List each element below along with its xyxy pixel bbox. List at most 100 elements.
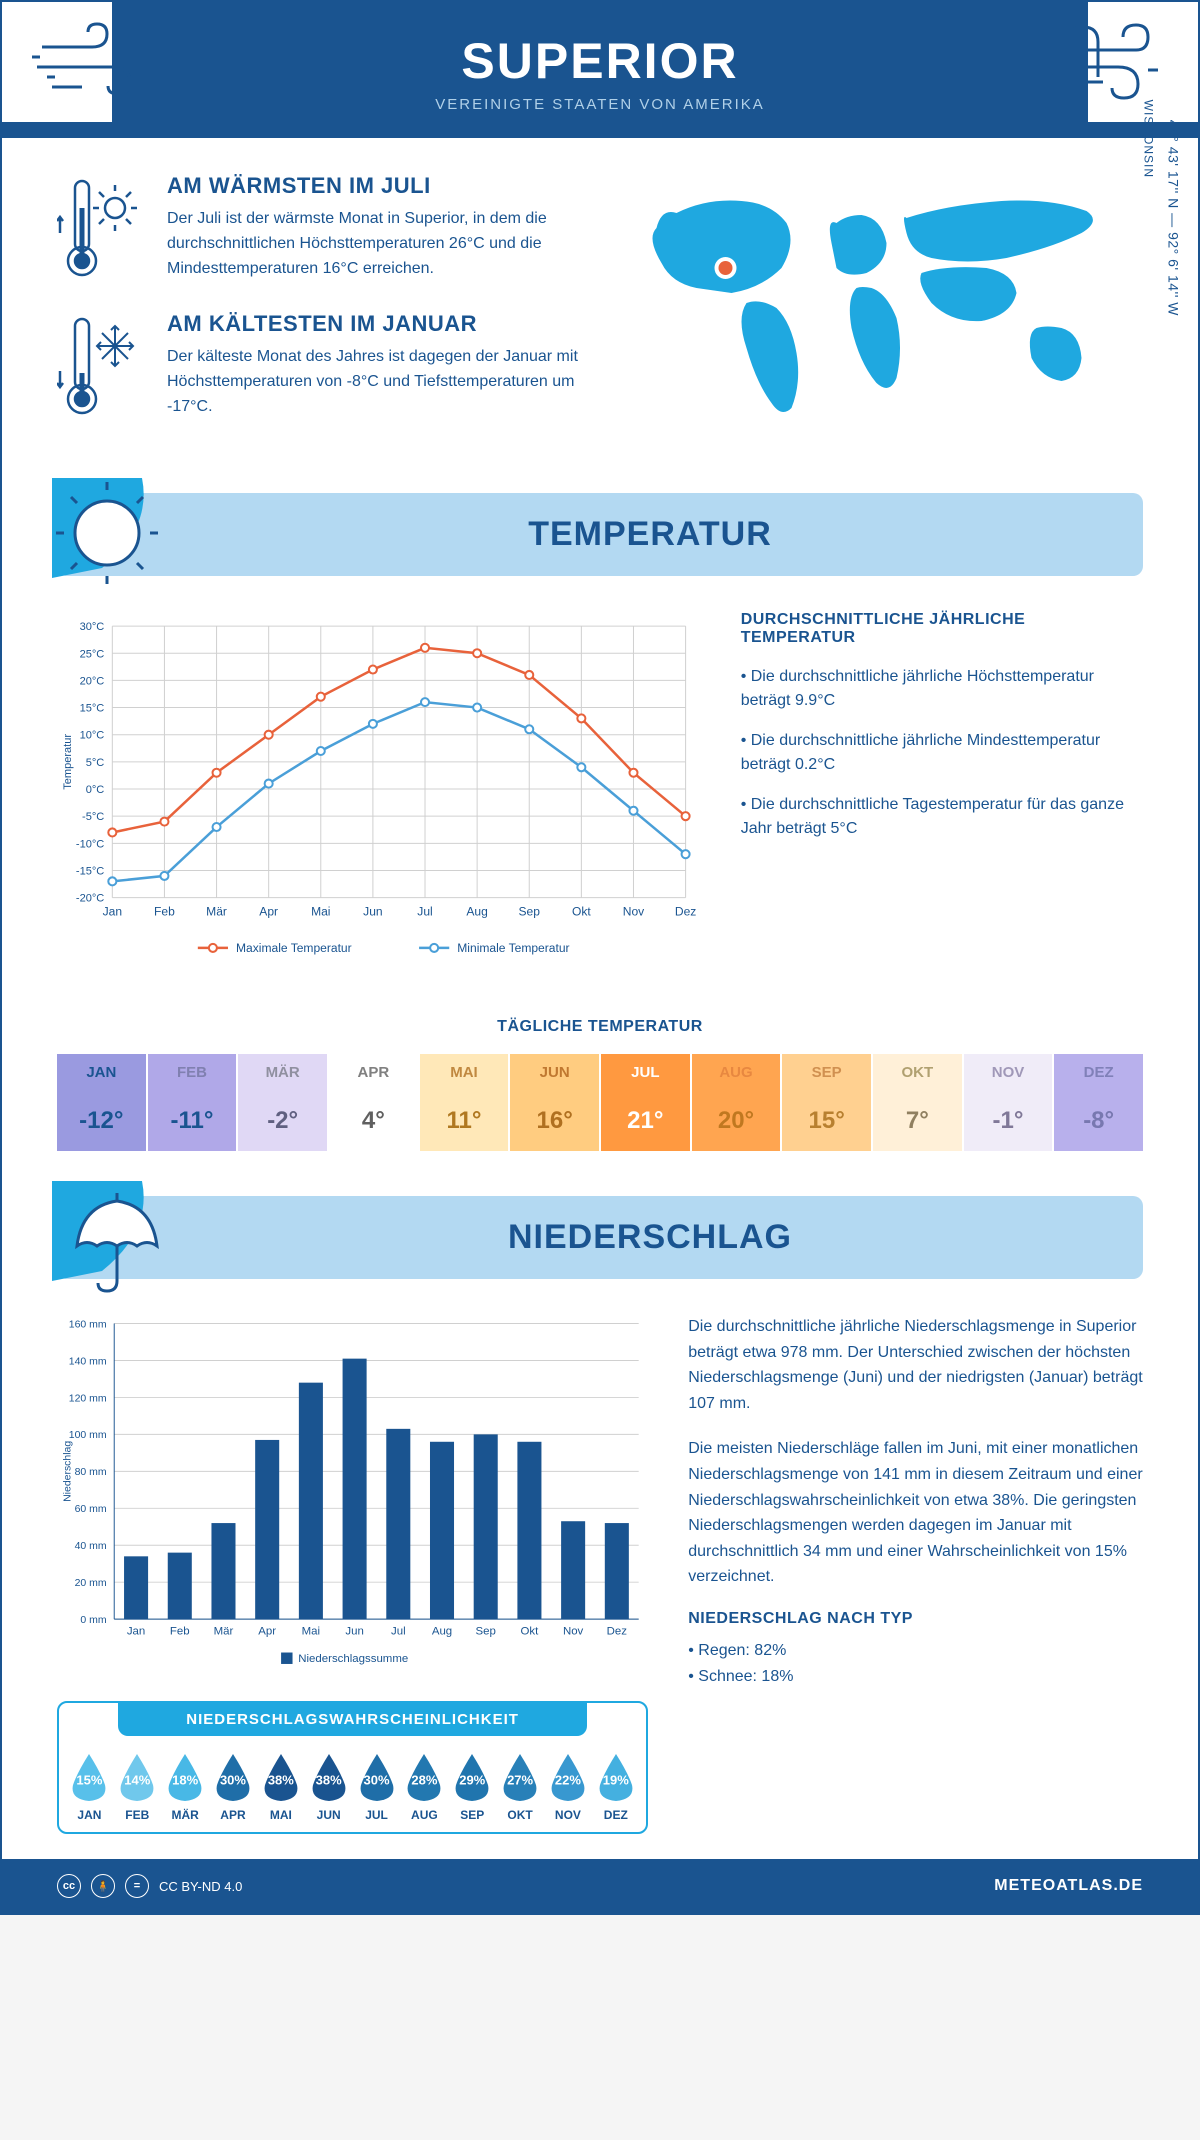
probability-cell: 29%SEP (450, 1751, 495, 1822)
svg-text:Maximale Temperatur: Maximale Temperatur (236, 941, 352, 955)
probability-cell: 30%JUL (354, 1751, 399, 1822)
svg-text:100 mm: 100 mm (69, 1430, 107, 1441)
cc-icon: cc (57, 1874, 81, 1898)
precip-para-2: Die meisten Niederschläge fallen im Juni… (688, 1436, 1143, 1590)
svg-text:Okt: Okt (572, 905, 591, 919)
svg-text:Apr: Apr (259, 905, 278, 919)
svg-text:Okt: Okt (521, 1625, 540, 1637)
svg-text:Aug: Aug (432, 1625, 452, 1637)
daily-cell: FEB-11° (148, 1054, 237, 1151)
svg-text:Dez: Dez (675, 905, 696, 919)
daily-cell: JUL21° (601, 1054, 690, 1151)
probability-cell: 15%JAN (67, 1751, 112, 1822)
svg-text:30°C: 30°C (80, 621, 105, 633)
svg-text:Aug: Aug (466, 905, 487, 919)
svg-text:-10°C: -10°C (76, 838, 104, 850)
svg-text:5°C: 5°C (86, 757, 105, 769)
temp-bullet-2: • Die durchschnittliche jährliche Mindes… (741, 729, 1143, 777)
probability-cell: 14%FEB (115, 1751, 160, 1822)
daily-cell: MAI11° (420, 1054, 509, 1151)
probability-title: NIEDERSCHLAGSWAHRSCHEINLICHKEIT (118, 1703, 588, 1736)
svg-text:-15°C: -15°C (76, 866, 104, 878)
temperature-info: DURCHSCHNITTLICHE JÄHRLICHE TEMPERATUR •… (741, 611, 1143, 978)
site-name: METEOATLAS.DE (994, 1877, 1143, 1895)
svg-text:Niederschlagssumme: Niederschlagssumme (298, 1653, 408, 1665)
svg-text:Nov: Nov (563, 1625, 584, 1637)
thermometer-hot-icon (57, 173, 147, 283)
svg-text:Feb: Feb (154, 905, 175, 919)
svg-text:-5°C: -5°C (82, 811, 104, 823)
temp-bullet-1: • Die durchschnittliche jährliche Höchst… (741, 665, 1143, 713)
precip-snow: • Schnee: 18% (688, 1664, 1143, 1690)
svg-text:Sep: Sep (476, 1625, 496, 1637)
precipitation-info: Die durchschnittliche jährliche Niedersc… (688, 1314, 1143, 1834)
svg-text:Nov: Nov (623, 905, 644, 919)
coldest-text: Der kälteste Monat des Jahres ist dagege… (167, 345, 580, 419)
probability-cell: 38%JUN (306, 1751, 351, 1822)
svg-text:Mai: Mai (311, 905, 330, 919)
svg-text:0 mm: 0 mm (80, 1615, 106, 1626)
coords-label: 46° 43' 17'' N — 92° 6' 14'' W (1165, 119, 1181, 315)
svg-text:Mai: Mai (302, 1625, 320, 1637)
temperature-row: -20°C -15°C -10°C -5°C 0°C 5°C 10°C 15°C 20°C 25°… (57, 611, 1143, 978)
precip-section-title: NIEDERSCHLAG (187, 1218, 1113, 1257)
svg-text:Minimale Temperatur: Minimale Temperatur (457, 941, 569, 955)
temperature-chart: -20°C -15°C -10°C -5°C 0°C 5°C 10°C 15°C 20°C 25°… (57, 611, 701, 978)
svg-text:-20°C: -20°C (76, 893, 104, 905)
daily-title: TÄGLICHE TEMPERATUR (57, 1018, 1143, 1036)
svg-text:0°C: 0°C (86, 784, 105, 796)
probability-cell: 38%MAI (258, 1751, 303, 1822)
svg-text:Apr: Apr (258, 1625, 276, 1637)
coldest-title: AM KÄLTESTEN IM JANUAR (167, 311, 580, 337)
infographic-page: SUPERIOR VEREINIGTE STAATEN VON AMERIKA (0, 0, 1200, 1915)
svg-text:Jul: Jul (417, 905, 432, 919)
svg-text:Temperatur: Temperatur (62, 734, 74, 790)
daily-cell: JUN16° (510, 1054, 599, 1151)
by-icon: 🧍 (91, 1874, 115, 1898)
probability-box: NIEDERSCHLAGSWAHRSCHEINLICHKEIT 15%JAN14… (57, 1701, 648, 1834)
thermometer-cold-icon (57, 311, 147, 421)
sun-icon (52, 478, 172, 598)
svg-text:20 mm: 20 mm (75, 1578, 107, 1589)
svg-text:Jun: Jun (363, 905, 382, 919)
precipitation-chart: 0 mm20 mm40 mm60 mm80 mm100 mm120 mm140 … (57, 1314, 648, 1676)
content-area: AM WÄRMSTEN IM JULI Der Juli ist der wär… (2, 138, 1198, 1859)
precip-rain: • Regen: 82% (688, 1638, 1143, 1664)
precip-para-1: Die durchschnittliche jährliche Niedersc… (688, 1314, 1143, 1416)
svg-text:Jun: Jun (345, 1625, 363, 1637)
umbrella-icon (52, 1181, 172, 1301)
wind-icon (32, 22, 152, 112)
daily-cell: NOV-1° (964, 1054, 1053, 1151)
svg-text:40 mm: 40 mm (75, 1541, 107, 1552)
precipitation-header: NIEDERSCHLAG (57, 1196, 1143, 1279)
svg-text:10°C: 10°C (80, 730, 105, 742)
svg-text:Niederschlag: Niederschlag (62, 1441, 73, 1502)
warmest-text: Der Juli ist der wärmste Monat in Superi… (167, 207, 580, 281)
svg-text:140 mm: 140 mm (69, 1356, 107, 1367)
svg-text:Jan: Jan (127, 1625, 145, 1637)
svg-text:60 mm: 60 mm (75, 1504, 107, 1515)
daily-cell: APR4° (329, 1054, 418, 1151)
precip-type-title: NIEDERSCHLAG NACH TYP (688, 1610, 1143, 1628)
svg-text:Feb: Feb (170, 1625, 190, 1637)
daily-temp-grid: JAN-12°FEB-11°MÄR-2°APR4°MAI11°JUN16°JUL… (57, 1054, 1143, 1151)
license-text: CC BY-ND 4.0 (159, 1879, 242, 1894)
temp-bullet-3: • Die durchschnittliche Tagestemperatur … (741, 793, 1143, 841)
probability-cell: 28%AUG (402, 1751, 447, 1822)
precipitation-row: 0 mm20 mm40 mm60 mm80 mm100 mm120 mm140 … (57, 1314, 1143, 1834)
svg-text:25°C: 25°C (80, 648, 105, 660)
warmest-title: AM WÄRMSTEN IM JULI (167, 173, 580, 199)
intro-row: AM WÄRMSTEN IM JULI Der Juli ist der wär… (57, 173, 1143, 458)
page-title: SUPERIOR (42, 32, 1158, 90)
world-map-icon (620, 173, 1143, 453)
svg-text:Mär: Mär (214, 1625, 234, 1637)
svg-text:Jul: Jul (391, 1625, 406, 1637)
svg-text:15°C: 15°C (80, 703, 105, 715)
map-column: WISCONSIN 46° 43' 17'' N — 92° 6' 14'' W (620, 173, 1143, 458)
daily-cell: MÄR-2° (238, 1054, 327, 1151)
daily-cell: OKT7° (873, 1054, 962, 1151)
svg-text:160 mm: 160 mm (69, 1319, 107, 1330)
svg-text:20°C: 20°C (80, 675, 105, 687)
page-header: SUPERIOR VEREINIGTE STAATEN VON AMERIKA (2, 2, 1198, 138)
coldest-block: AM KÄLTESTEN IM JANUAR Der kälteste Mona… (57, 311, 580, 421)
